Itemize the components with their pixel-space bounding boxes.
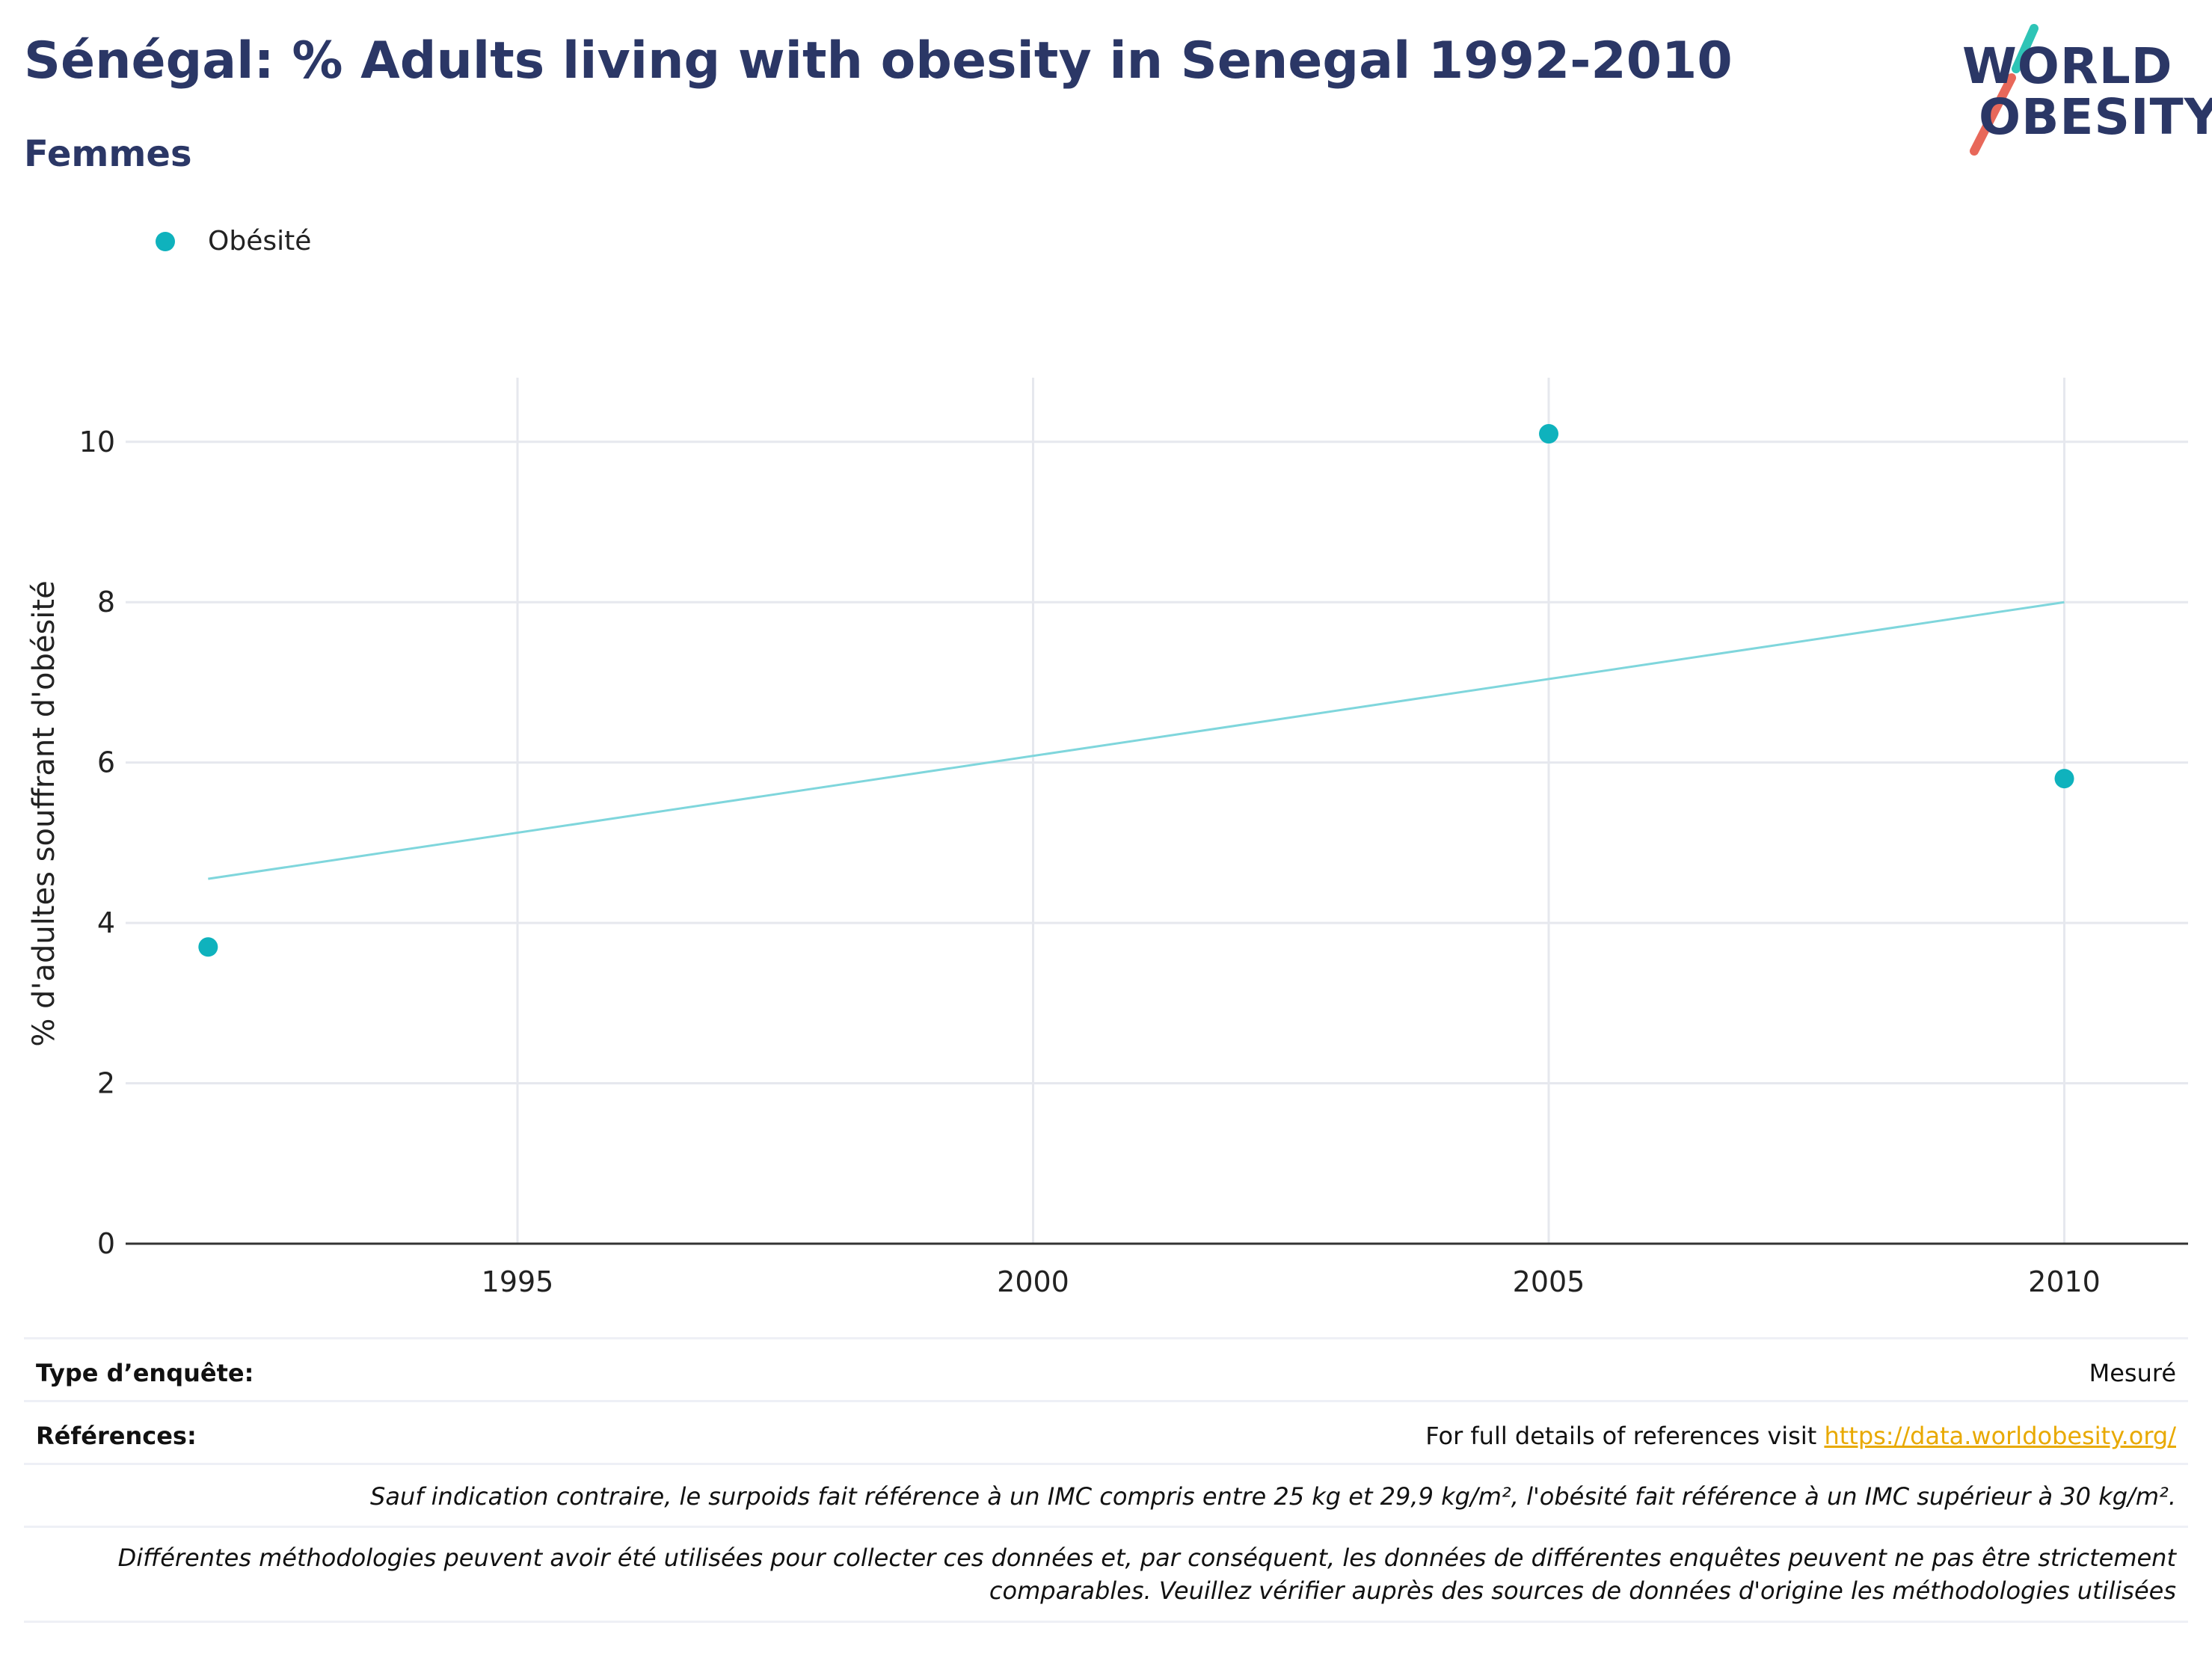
legend-marker-icon [156,231,175,251]
references-label: Références: [36,1422,197,1450]
y-tick-label: 4 [97,906,115,939]
data-point [1539,424,1559,444]
references-text: For full details of references visit [1425,1422,1825,1450]
world-obesity-logo: WORLD OBESITY [1952,22,2212,157]
survey-type-row: Type d’enquête: Mesuré [24,1337,2188,1402]
legend[interactable]: Obésité [156,226,311,257]
methodology-note-line-1: Différentes méthodologies peuvent avoir … [117,1544,2176,1572]
x-tick-label: 2000 [997,1265,1069,1298]
methodology-note-line-2: comparables. Veuillez vérifier auprès de… [989,1576,2176,1605]
y-tick-label: 0 [97,1227,115,1260]
references-row: Références: For full details of referenc… [24,1400,2188,1465]
x-tick-labels: 1995 2000 2005 2010 [482,1265,2101,1298]
trend-line [208,601,2065,880]
chart-title: Sénégal: % Adults living with obesity in… [24,31,1733,90]
definition-note-row: Sauf indication contraire, le surpoids f… [24,1463,2188,1528]
logo-word-1: WORLD [1962,37,2173,95]
y-tick-label: 2 [97,1067,115,1100]
data-points [198,424,2074,957]
y-tick-label: 10 [79,426,115,458]
survey-type-label: Type d’enquête: [36,1359,254,1387]
y-tick-label: 8 [97,586,115,618]
x-tick-label: 2005 [1513,1265,1585,1298]
scatter-chart: 1995 2000 2005 2010 0 2 4 6 8 10 % d'adultes sou… [27,378,2188,1298]
y-tick-labels: 0 2 4 6 8 10 [79,426,115,1260]
definition-note: Sauf indication contraire, le surpoids f… [370,1482,2176,1511]
logo-word-2: OBESITY [1979,88,2212,146]
references-link[interactable]: https://data.worldobesity.org/ [1824,1422,2176,1450]
chart-subtitle: Femmes [24,133,192,175]
trend-line-group [208,601,2065,880]
y-axis-label: % d'adultes souffrant d'obésité [27,580,61,1046]
data-point [2054,769,2074,789]
x-tick-label: 2010 [2028,1265,2101,1298]
x-tick-label: 1995 [482,1265,554,1298]
chart-grid [126,378,2188,1244]
data-point [198,937,218,957]
survey-type-value: Mesuré [2089,1359,2176,1387]
methodology-note-row: Différentes méthodologies peuvent avoir … [24,1526,2188,1623]
y-tick-label: 6 [97,746,115,779]
references-value: For full details of references visit htt… [1425,1422,2176,1450]
legend-label: Obésité [208,226,312,257]
logo-slash-icon [1970,24,2039,156]
